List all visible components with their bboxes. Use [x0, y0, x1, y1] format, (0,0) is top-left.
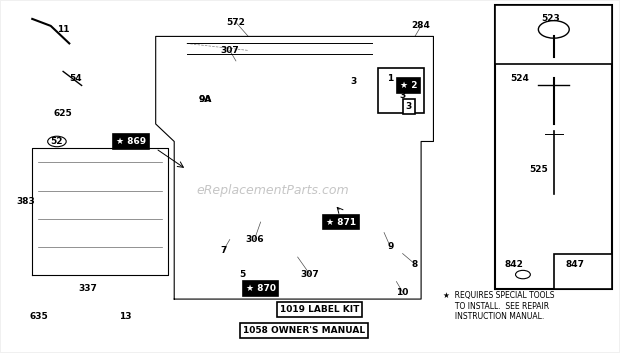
Text: 3: 3: [399, 91, 405, 101]
Text: ★  REQUIRES SPECIAL TOOLS
     TO INSTALL.  SEE REPAIR
     INSTRUCTION MANUAL.: ★ REQUIRES SPECIAL TOOLS TO INSTALL. SEE…: [443, 291, 554, 321]
Text: eReplacementParts.com: eReplacementParts.com: [197, 184, 349, 197]
Text: 625: 625: [54, 109, 73, 118]
Bar: [378, 68, 424, 113]
Text: 523: 523: [541, 14, 560, 23]
Text: 307: 307: [220, 46, 239, 55]
Text: 572: 572: [226, 18, 246, 27]
Bar: [495, 5, 613, 288]
Text: ★ 869: ★ 869: [116, 137, 146, 146]
Text: 5: 5: [239, 270, 246, 279]
Text: 54: 54: [69, 74, 82, 83]
Text: ★ 870: ★ 870: [246, 284, 276, 293]
Text: 306: 306: [245, 235, 264, 244]
Text: 9: 9: [387, 242, 394, 251]
Text: 1: 1: [387, 74, 393, 83]
Text: 8: 8: [412, 259, 418, 269]
Text: ★ 871: ★ 871: [326, 217, 356, 227]
Text: 3: 3: [350, 77, 356, 86]
Text: ★ 2: ★ 2: [400, 81, 417, 90]
Text: 52: 52: [51, 137, 63, 146]
Text: 337: 337: [78, 284, 97, 293]
Text: 635: 635: [29, 312, 48, 321]
Text: 1058 OWNER'S MANUAL: 1058 OWNER'S MANUAL: [243, 326, 365, 335]
Bar: [554, 253, 613, 288]
Text: 3: 3: [405, 102, 412, 111]
Text: 11: 11: [57, 25, 69, 34]
Text: 847: 847: [566, 259, 585, 269]
Text: 524: 524: [510, 74, 529, 83]
Bar: [495, 5, 613, 65]
Text: 383: 383: [17, 197, 35, 205]
Text: 1019 LABEL KIT: 1019 LABEL KIT: [280, 305, 359, 314]
Text: 7: 7: [220, 246, 227, 255]
Text: 10: 10: [396, 288, 409, 297]
Text: 9A: 9A: [198, 95, 212, 104]
Text: 525: 525: [529, 165, 547, 174]
Text: 9A: 9A: [198, 95, 212, 104]
Text: 13: 13: [118, 312, 131, 321]
Text: 842: 842: [504, 259, 523, 269]
Text: 307: 307: [301, 270, 319, 279]
Text: 284: 284: [412, 22, 430, 30]
